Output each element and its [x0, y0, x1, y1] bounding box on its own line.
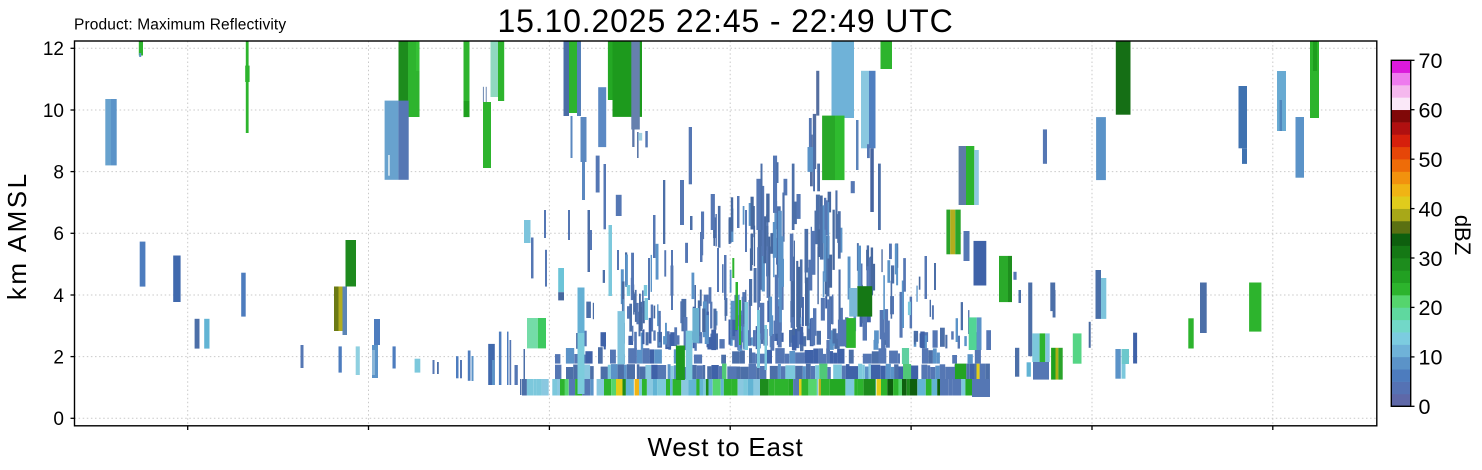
svg-text:40: 40 — [1419, 197, 1443, 221]
svg-text:6: 6 — [53, 224, 64, 245]
svg-text:2: 2 — [53, 347, 64, 368]
svg-text:West to East: West to East — [648, 432, 804, 462]
svg-text:Product: Maximum Reflectivity: Product: Maximum Reflectivity — [74, 16, 286, 33]
svg-text:dBZ: dBZ — [1450, 215, 1475, 255]
svg-text:15.10.2025 22:45 - 22:49 UTC: 15.10.2025 22:45 - 22:49 UTC — [497, 3, 953, 39]
svg-text:70: 70 — [1419, 49, 1443, 73]
svg-text:km AMSL: km AMSL — [2, 171, 32, 300]
svg-text:30: 30 — [1419, 247, 1443, 271]
svg-text:0: 0 — [53, 409, 64, 430]
svg-text:10: 10 — [1419, 346, 1443, 370]
svg-text:50: 50 — [1419, 148, 1443, 172]
svg-text:0: 0 — [1419, 395, 1431, 419]
svg-text:10: 10 — [43, 101, 64, 122]
svg-text:20: 20 — [1419, 296, 1443, 320]
svg-text:4: 4 — [53, 286, 64, 307]
svg-text:8: 8 — [53, 162, 64, 183]
svg-text:60: 60 — [1419, 99, 1443, 123]
svg-text:12: 12 — [43, 39, 64, 60]
